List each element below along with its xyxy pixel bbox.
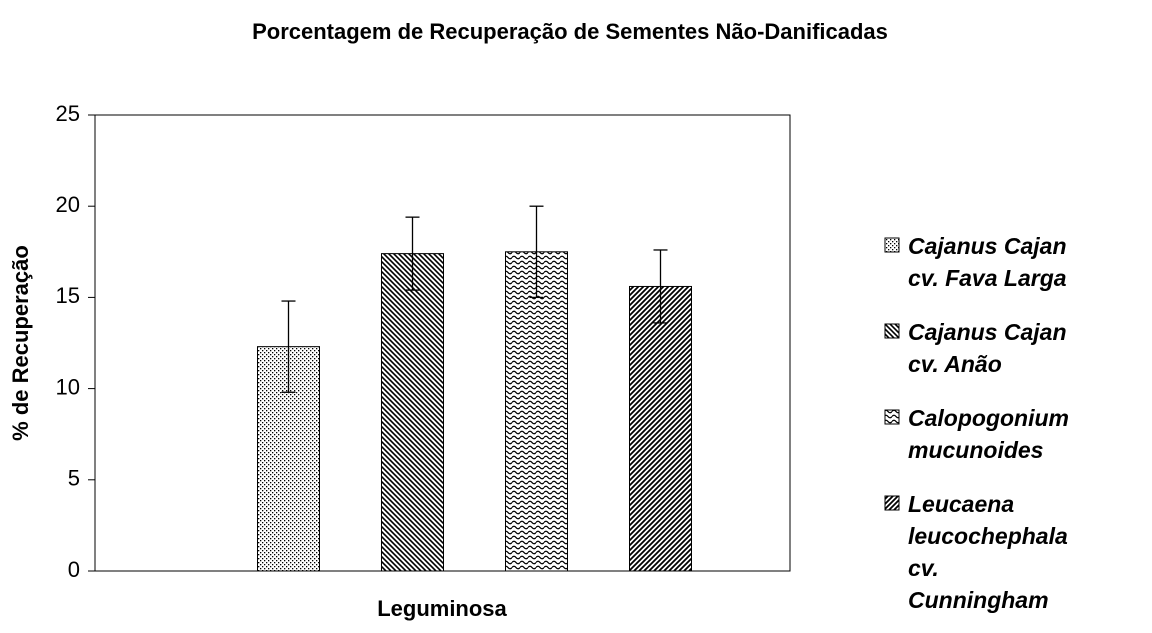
legend-swatch <box>884 495 900 511</box>
x-axis-label: Leguminosa <box>377 596 507 621</box>
y-tick-label: 0 <box>68 557 80 582</box>
legend-label: Cajanus Cajan cv. Fava Larga <box>908 233 1067 291</box>
legend-swatch <box>884 409 900 425</box>
legend-label: Calopogonium mucunoides <box>908 405 1069 463</box>
legend-entry: Cajanus Cajan cv. Fava Larga <box>884 230 1074 294</box>
error-bar <box>405 216 420 291</box>
legend-swatch <box>884 237 900 253</box>
y-tick-label: 15 <box>56 283 80 308</box>
chart-title: Porcentagem de Recuperação de Sementes N… <box>252 19 888 44</box>
legend-label: Cajanus Cajan cv. Anão <box>908 319 1067 377</box>
legend-entry: Leucaena leucochephala cv. Cunningham <box>884 488 1074 616</box>
legend-entry: Cajanus Cajan cv. Anão <box>884 316 1074 380</box>
legend-entry: Calopogonium mucunoides <box>884 402 1074 466</box>
y-tick-label: 20 <box>56 192 80 217</box>
legend-swatch-rect <box>884 409 900 425</box>
legend-swatch-rect <box>884 495 900 511</box>
bar <box>505 251 568 572</box>
legend-swatch-rect <box>884 323 900 339</box>
error-bar <box>281 300 296 393</box>
y-axis-label: % de Recuperação <box>8 245 33 441</box>
bar <box>629 285 692 572</box>
legend-swatch <box>884 323 900 339</box>
y-tick-label: 10 <box>56 374 80 399</box>
error-bar <box>653 249 668 324</box>
y-tick-label: 25 <box>56 101 80 126</box>
y-tick-label: 5 <box>68 466 80 491</box>
bar <box>381 253 444 572</box>
legend-label: Leucaena leucochephala cv. Cunningham <box>908 491 1068 613</box>
legend: Cajanus Cajan cv. Fava Larga Cajanus Caja… <box>884 230 1074 616</box>
legend-swatch-rect <box>884 237 900 253</box>
error-bar <box>529 205 544 299</box>
